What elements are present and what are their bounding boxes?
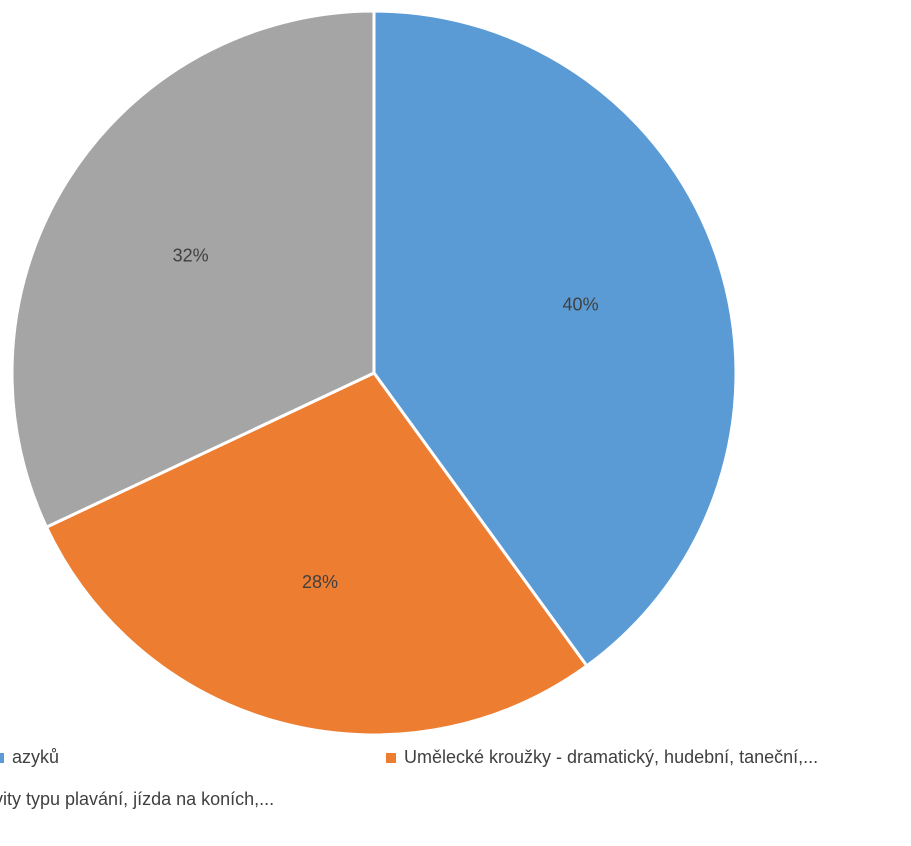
pie-data-labels: 40% 28% 32% [173,245,599,592]
pie-slice-2 [10,9,376,529]
data-label-0: 40% [563,295,599,315]
pie-slices [10,9,738,737]
data-label-2: 32% [173,245,209,265]
pie-slice-1 [44,371,589,737]
data-label-1: 28% [302,572,338,592]
pie-slice-0 [372,9,738,668]
